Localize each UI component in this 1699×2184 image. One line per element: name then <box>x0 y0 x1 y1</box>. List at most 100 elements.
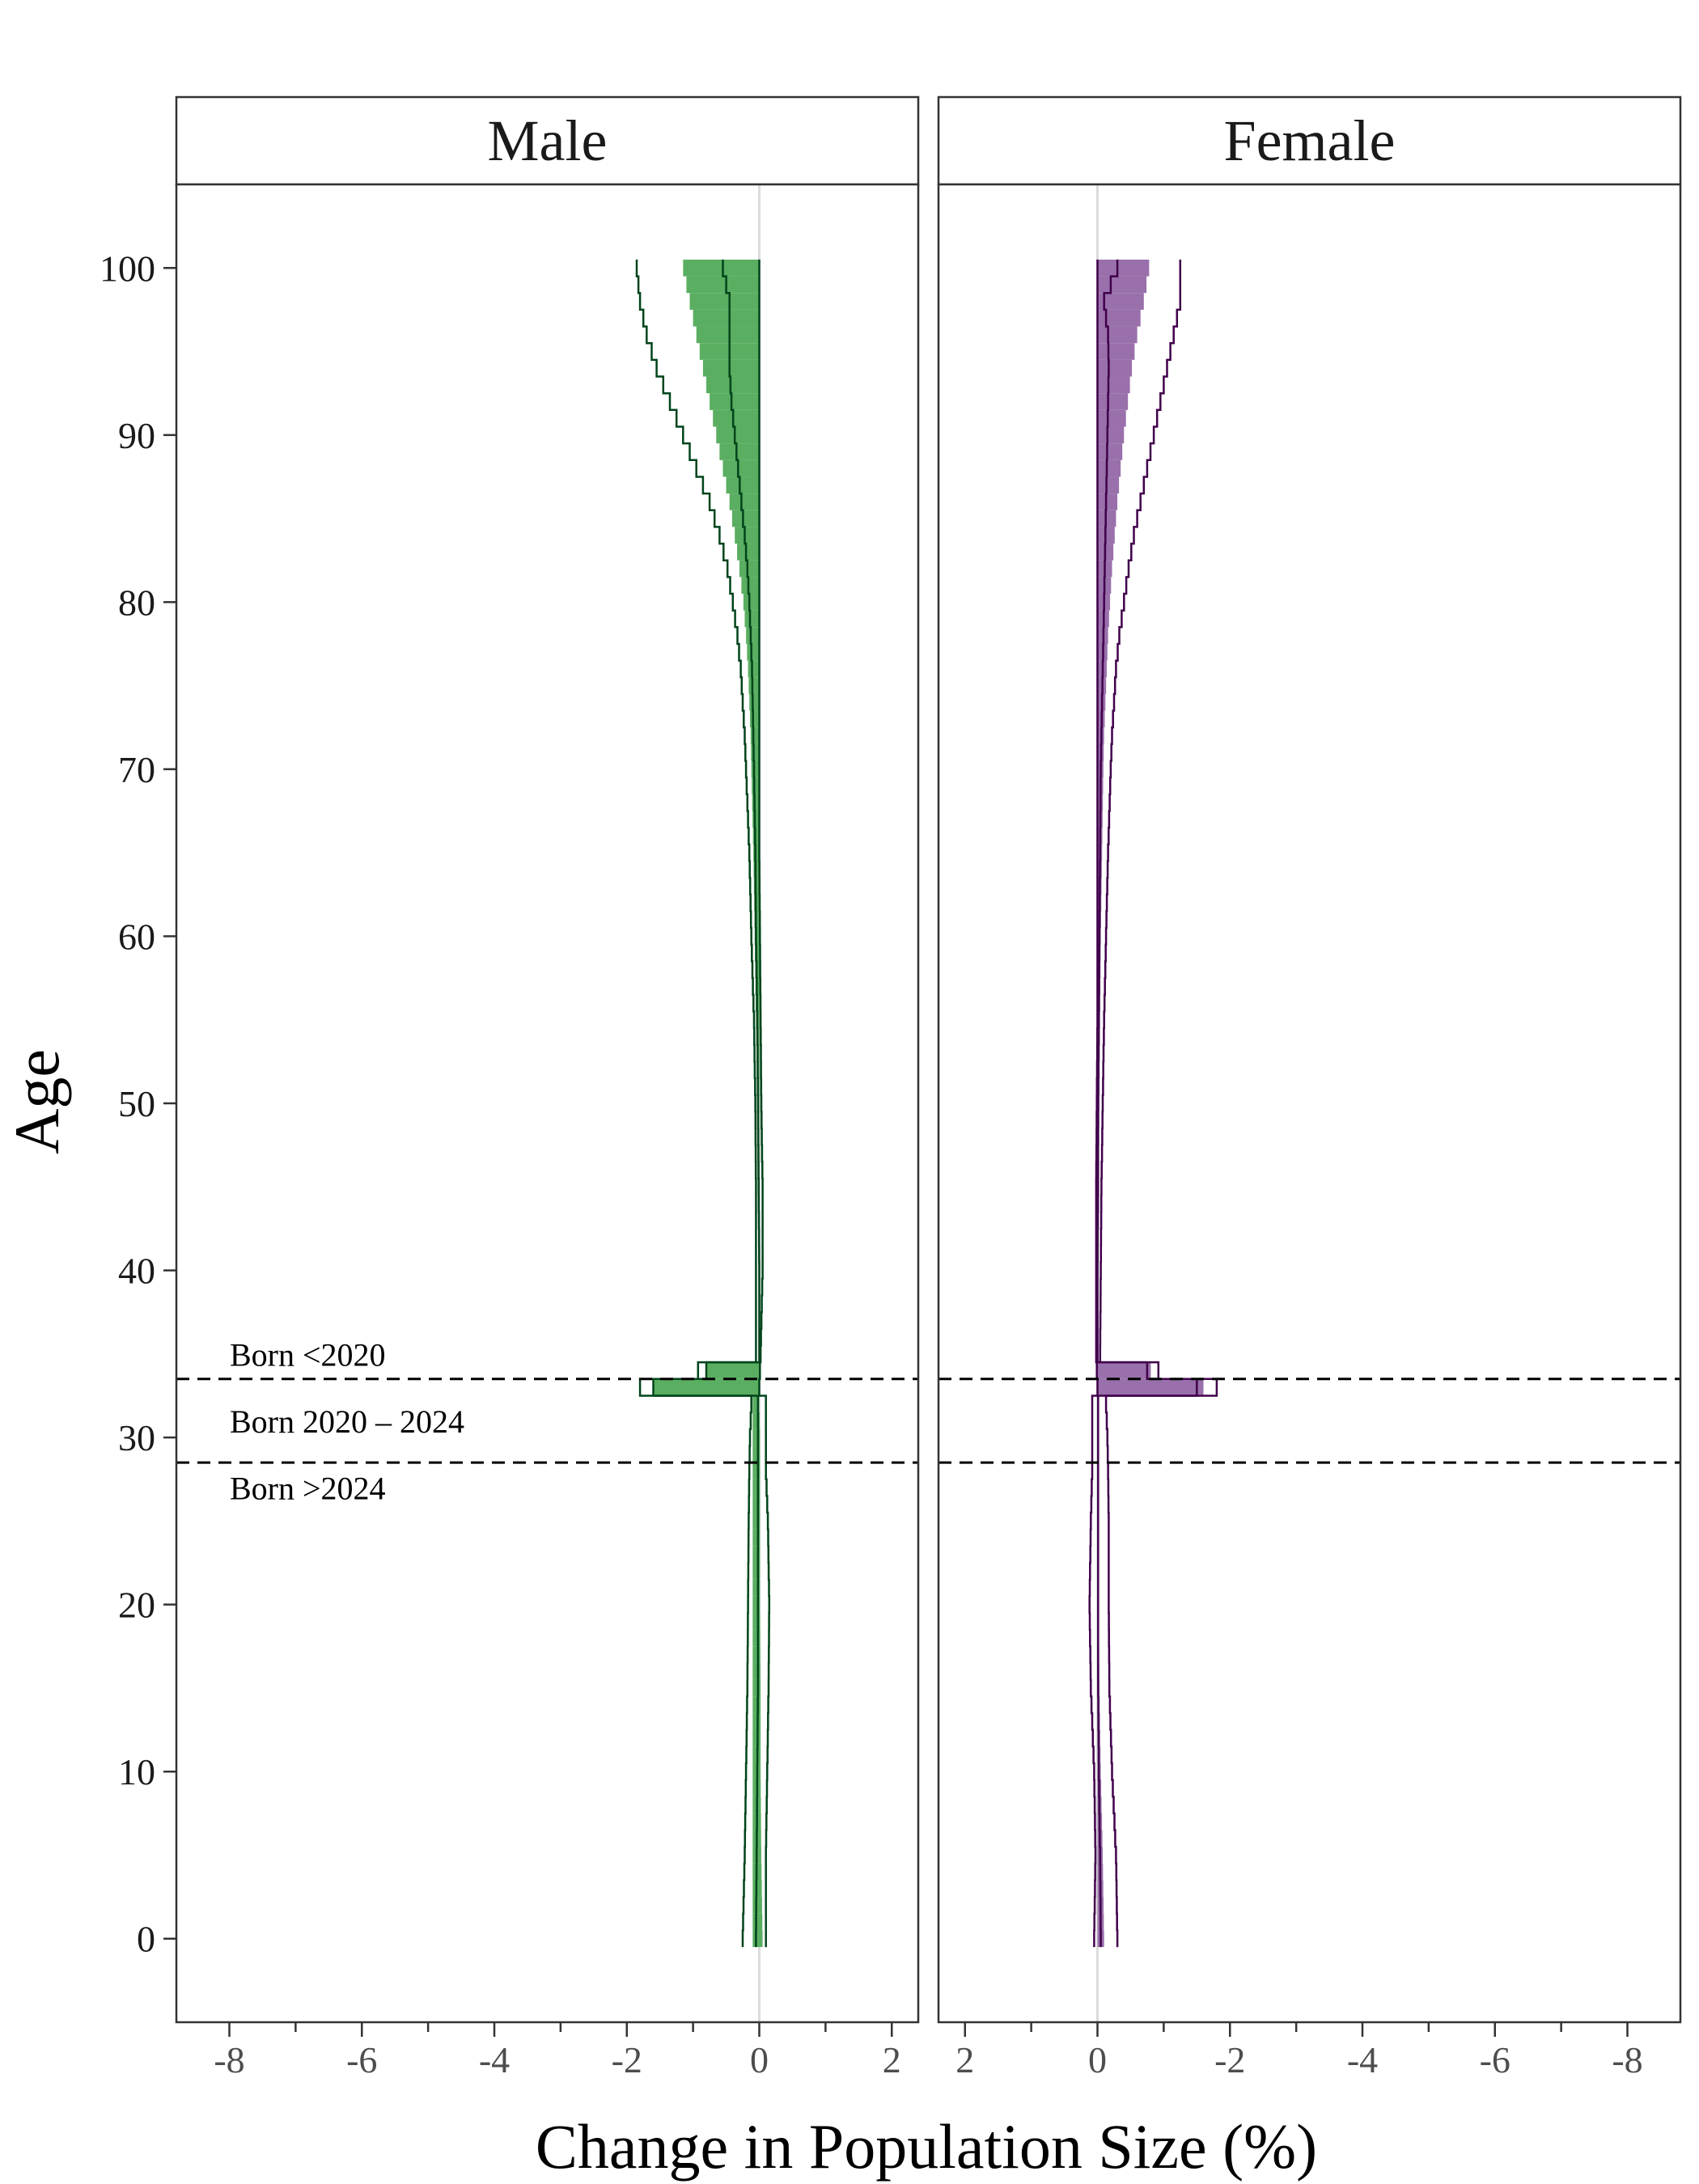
ribbon-bar <box>702 359 760 377</box>
y-tick-label: 90 <box>118 415 155 456</box>
panel-border <box>937 183 1682 2024</box>
ribbon-bar <box>713 409 760 427</box>
ribbon-bar <box>1097 293 1144 310</box>
x-tick-label: -6 <box>1480 2039 1510 2080</box>
ribbon-bar <box>726 476 760 494</box>
ribbon-bar <box>754 911 760 929</box>
ribbon-bar <box>1097 426 1125 444</box>
strip-label: Male <box>488 108 608 173</box>
ribbon-bar <box>686 276 760 294</box>
ribbon-bar <box>689 293 760 310</box>
x-tick-label: -4 <box>479 2039 510 2080</box>
x-tick-label: -4 <box>1347 2039 1378 2080</box>
x-tick-label: -6 <box>346 2039 377 2080</box>
outer-lower-line <box>1099 259 1218 1948</box>
ribbon-bar <box>731 510 760 527</box>
ribbon-bar <box>743 594 760 611</box>
x-axis: -8 -6 -4 -2 0 2 <box>214 2022 901 2080</box>
ribbon-bar <box>752 1546 761 1563</box>
ribbon-bar <box>1097 359 1133 377</box>
ribbon-bar <box>719 443 760 460</box>
cohort-label: Born <2020 <box>230 1336 386 1373</box>
y-tick-label: 20 <box>118 1585 155 1626</box>
ribbon-bar <box>752 1445 761 1463</box>
ribbon-bar <box>683 259 760 277</box>
ribbon-bar <box>729 493 760 510</box>
ribbon-bar <box>752 1612 761 1630</box>
ribbon-bar <box>752 1596 761 1613</box>
ribbon-bar <box>735 527 760 544</box>
y-tick-label: 30 <box>118 1417 155 1458</box>
cohort-label: Born >2024 <box>230 1471 386 1507</box>
y-tick-label: 0 <box>137 1919 155 1960</box>
y-tick-label: 60 <box>118 916 155 957</box>
y-axis-title: Age <box>2 1049 72 1154</box>
strip-box <box>175 95 920 186</box>
panel-male: Male -8 -6 -4 -2 0 2 <box>175 95 920 2080</box>
median-line <box>652 259 761 1948</box>
y-axis: 0 10 20 30 40 50 60 70 80 90 100 <box>100 248 176 1960</box>
ribbon-bar <box>693 309 760 327</box>
facet-panels: Male -8 -6 -4 -2 0 2 Female 2 0 -2 -4 -6 -8 <box>175 95 1682 2080</box>
plot-background <box>938 184 1680 2022</box>
x-tick-label: 2 <box>955 2039 974 2080</box>
ribbon-bar <box>1097 510 1116 527</box>
ribbon-bar <box>1097 409 1126 427</box>
ribbon-bar <box>752 1897 762 1914</box>
ribbon-bar <box>752 1913 763 1931</box>
ribbon-bar <box>752 1496 761 1513</box>
y-tick-label: 50 <box>118 1083 155 1124</box>
x-tick-label: 2 <box>883 2039 901 2080</box>
ribbon-bar <box>749 693 760 711</box>
cohort-annotations: Born <2020 Born 2020 – 2024 Born >2024 <box>230 1336 464 1506</box>
ribbon-bar <box>751 743 760 761</box>
y-tick-label: 40 <box>118 1251 155 1292</box>
ribbon-bar <box>752 1513 761 1530</box>
ribbon-bar <box>716 426 760 444</box>
ribbon-bar <box>1097 259 1150 277</box>
strip-box <box>937 95 1682 186</box>
ribbon-bar <box>752 1395 760 1413</box>
ribbon-bar <box>748 677 760 694</box>
ribbon-bar <box>752 1696 761 1713</box>
median-line <box>1096 259 1198 1948</box>
ribbon-bar <box>1097 1362 1151 1379</box>
ribbon-bar <box>752 1679 761 1697</box>
ribbon-bar <box>1097 493 1118 510</box>
panel-female: Female 2 0 -2 -4 -6 -8 <box>937 95 1682 2080</box>
ribbon-bar <box>752 1462 761 1479</box>
plot-background <box>176 184 918 2022</box>
ribbon-bar <box>696 326 760 344</box>
ribbon-bar <box>752 794 760 811</box>
ribbon-bar <box>1097 309 1141 327</box>
ribbon-bar <box>722 459 760 477</box>
x-axis-title: Change in Population Size (%) <box>536 2111 1317 2182</box>
ribbon-bar <box>705 1362 760 1379</box>
ribbon-bar <box>739 560 760 578</box>
ribbon-bar <box>751 760 760 778</box>
ribbon-bar <box>1097 459 1121 477</box>
ribbon-bar <box>750 710 760 728</box>
ribbon-bar <box>747 644 760 661</box>
ribbon-bar <box>1097 276 1147 294</box>
ribbon-bar <box>1097 1378 1204 1396</box>
ribbon-bar <box>752 1529 761 1547</box>
ribbon-bar <box>744 610 760 628</box>
outer-upper-line <box>1088 259 1099 1948</box>
ribbon-bar <box>741 577 760 595</box>
y-tick-label: 70 <box>118 749 155 790</box>
x-tick-label: -8 <box>1612 2039 1642 2080</box>
y-tick-label: 80 <box>118 582 155 623</box>
y-tick-label: 100 <box>100 248 155 289</box>
x-tick-label: 0 <box>750 2039 769 2080</box>
ribbon-bar <box>710 393 760 410</box>
ribbon-bar <box>737 544 760 561</box>
ribbon-bar <box>1097 376 1130 394</box>
x-tick-label: 0 <box>1088 2039 1107 2080</box>
ribbon-bar <box>1097 476 1120 494</box>
ribbon-bar <box>752 1412 760 1429</box>
ribbon-bar <box>752 1579 761 1597</box>
ribbon-bar <box>752 1662 761 1680</box>
ribbon-bar <box>752 1428 761 1446</box>
